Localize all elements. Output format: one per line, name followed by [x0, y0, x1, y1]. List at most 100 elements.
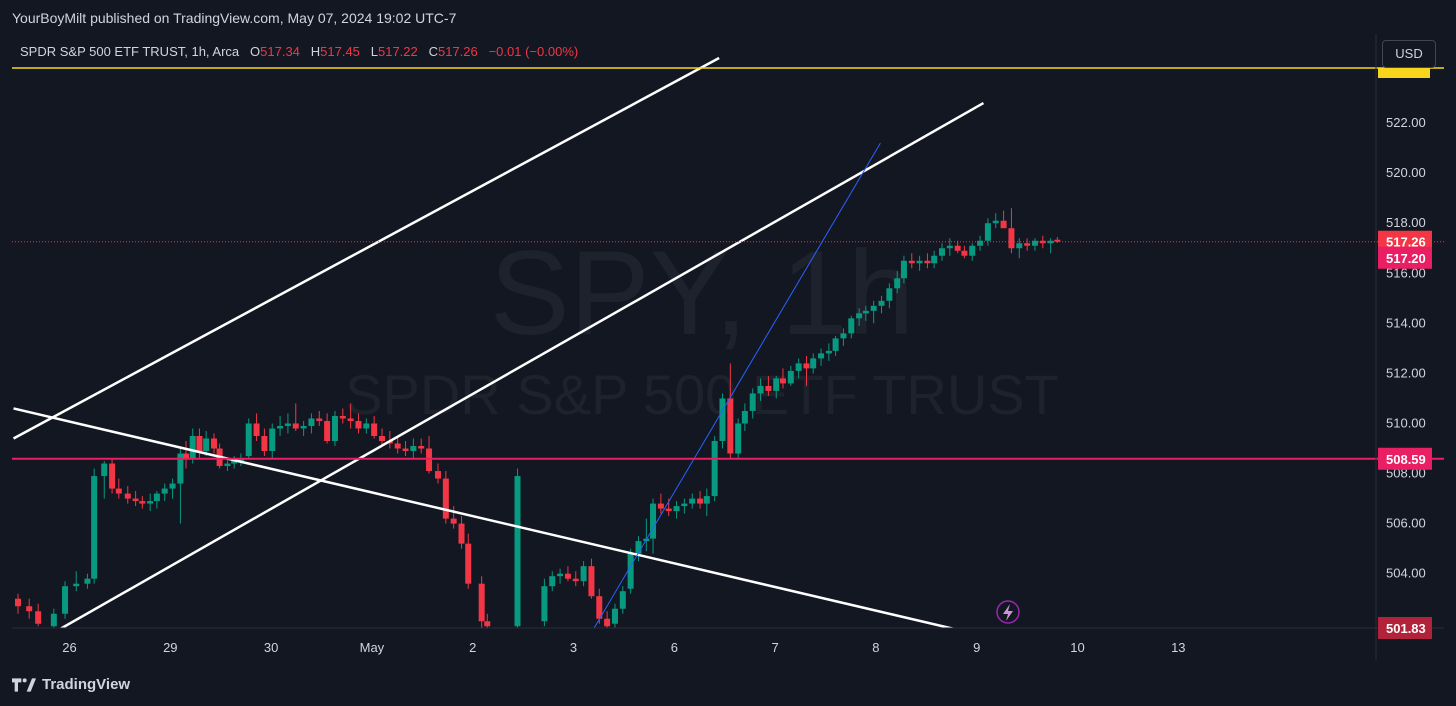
y-tick-label: 518.00: [1386, 215, 1426, 230]
candle-body-26: [231, 461, 238, 464]
candle-body-21: [196, 435, 203, 452]
candle-body-64: [572, 578, 579, 582]
y-tick-label: 512.00: [1386, 365, 1426, 380]
y-tick-label: 510.00: [1386, 415, 1426, 430]
candle-body-23: [211, 438, 217, 449]
candle-body-1: [26, 606, 33, 612]
candle-body-43: [363, 423, 370, 429]
publish-bar: YourBoyMilt published on TradingView.com…: [0, 0, 1456, 34]
candle-body-74: [650, 503, 657, 539]
y-tick-label: 504.00: [1386, 566, 1426, 581]
trendline-2: [13, 407, 954, 628]
x-tick-label: 30: [264, 640, 278, 655]
trendline-1: [59, 101, 985, 628]
yellow-level-label: [1378, 68, 1430, 78]
candle-body-125: [1039, 240, 1046, 244]
x-tick-label: 29: [163, 640, 177, 655]
candle-body-65: [580, 566, 587, 582]
candle-body-47: [394, 443, 401, 449]
candle-body-27: [237, 458, 244, 462]
candle-body-60: [541, 586, 548, 622]
publisher-text: YourBoyMilt published on TradingView.com…: [12, 10, 457, 26]
x-tick-label: 2: [469, 640, 476, 655]
y-tick-label: 506.00: [1386, 516, 1426, 531]
candle-body-98: [832, 338, 839, 351]
price-label: 517.26: [1386, 235, 1426, 250]
price-label-box: [1378, 617, 1432, 639]
candle-body-81: [703, 496, 710, 504]
chart-frame[interactable]: SPY, 1h SPDR S&P 500 ETF TRUST 504.00 506.0…: [12, 34, 1444, 660]
legend-low: 517.22: [377, 44, 418, 59]
candle-body-110: [924, 260, 931, 264]
x-tick-label: 3: [570, 640, 577, 655]
alert-bolt-icon: [1003, 604, 1013, 621]
candle-body-94: [803, 363, 810, 369]
x-tick-label: 7: [772, 640, 779, 655]
candle-body-117: [977, 240, 984, 246]
candle-body-2: [35, 611, 42, 624]
watermark-symbol: SPY, 1h: [490, 226, 915, 360]
candle-body-119: [992, 220, 999, 224]
price-label-box: [1378, 447, 1432, 470]
candle-body-69: [611, 608, 618, 624]
candle-body-67: [596, 596, 603, 619]
candle-body-108: [908, 260, 915, 264]
candle-body-8: [101, 463, 108, 477]
candle-body-45: [379, 435, 385, 441]
legend-high-label: H: [310, 44, 321, 59]
tradingview-footer[interactable]: TradingView: [12, 676, 130, 693]
candle-body-113: [946, 245, 953, 249]
candle-body-57: [478, 583, 485, 622]
candle-body-120: [1000, 220, 1007, 229]
legend-change: −0.01 (−0.00%): [488, 44, 579, 59]
x-tick-label: 10: [1070, 640, 1084, 655]
candle-body-124: [1031, 240, 1038, 246]
candle-body-92: [787, 370, 794, 384]
candle-body-89: [765, 385, 772, 391]
candle-body-19: [183, 453, 189, 459]
candle-body-14: [147, 501, 154, 504]
plot-area: [12, 56, 1061, 628]
legend-open-label: O: [250, 44, 261, 59]
candle-body-39: [331, 415, 338, 441]
candle-body-25: [224, 463, 231, 467]
candle-body-115: [961, 250, 968, 256]
currency-button[interactable]: USD: [1382, 40, 1436, 68]
price-label-box: [1378, 246, 1432, 269]
candle-body-38: [324, 420, 331, 441]
candle-body-101: [856, 313, 863, 319]
candle-body-16: [161, 488, 168, 494]
price-label: 508.59: [1386, 452, 1426, 467]
candle-body-40: [339, 415, 346, 419]
x-tick-label: 9: [973, 640, 980, 655]
watermark-name: SPDR S&P 500 ETF TRUST: [345, 363, 1059, 426]
candle-body-72: [635, 541, 642, 554]
candle-body-78: [681, 503, 688, 507]
candle-body-105: [886, 288, 893, 301]
legend-high: 517.45: [320, 44, 360, 59]
candle-body-6: [84, 578, 91, 584]
candle-body-71: [627, 553, 634, 589]
candle-body-93: [795, 363, 802, 371]
candle-body-70: [619, 591, 626, 609]
candle-body-100: [848, 318, 855, 334]
candle-body-20: [189, 435, 196, 459]
footer-brand: TradingView: [42, 676, 131, 693]
candle-body-114: [954, 245, 961, 251]
candle-body-75: [657, 503, 664, 509]
candle-body-49: [410, 446, 417, 452]
candle-body-107: [900, 260, 907, 279]
candle-body-106: [894, 278, 901, 289]
candle-body-62: [557, 573, 564, 577]
candle-body-5: [73, 583, 80, 587]
candle-body-37: [316, 418, 323, 421]
candle-body-55: [458, 523, 465, 544]
candle-body-103: [870, 305, 877, 311]
candle-body-48: [402, 448, 409, 452]
candle-body-7: [91, 476, 98, 579]
candle-body-11: [124, 493, 131, 499]
candle-body-52: [435, 471, 441, 479]
candle-body-29: [253, 423, 260, 436]
candle-body-97: [825, 350, 832, 354]
